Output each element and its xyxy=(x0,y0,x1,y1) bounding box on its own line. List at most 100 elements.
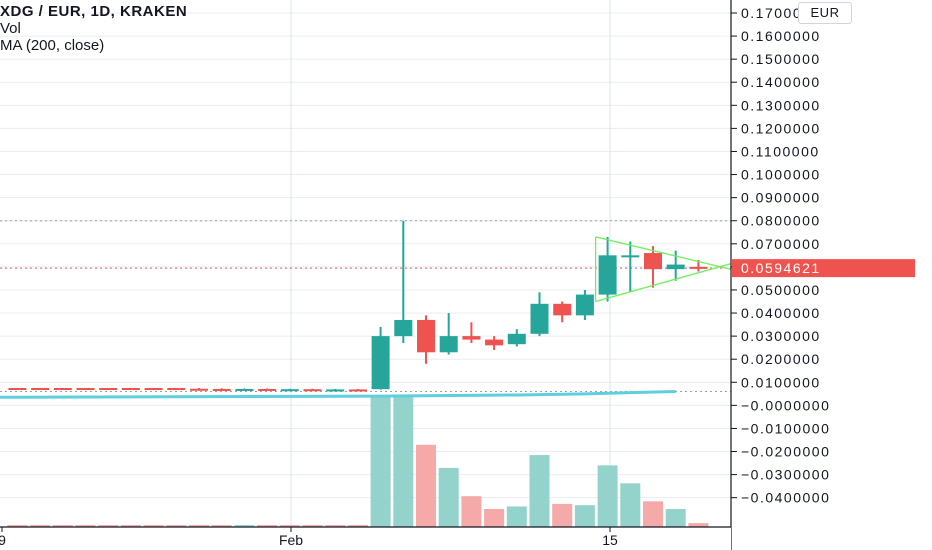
volume-bar xyxy=(506,506,527,527)
candle xyxy=(417,315,435,364)
price-tick-label: 0.1200000 xyxy=(741,120,821,136)
volume-bar xyxy=(529,455,550,527)
price-tick-label: 0.1100000 xyxy=(741,143,820,159)
last-price-tag-bg xyxy=(732,259,915,278)
candle-body xyxy=(394,319,413,337)
price-tick-label: −0.0000000 xyxy=(741,397,830,413)
candle xyxy=(235,388,254,391)
candle-body xyxy=(348,389,367,392)
candle xyxy=(258,388,277,391)
moving-average xyxy=(0,390,676,399)
symbol-title[interactable]: XDG / EUR, 1D, KRAKEN xyxy=(0,3,188,20)
volume-bar xyxy=(461,496,482,527)
candle-body xyxy=(439,336,458,353)
price-tick-label: 0.0800000 xyxy=(741,213,821,229)
price-tick-label: 0.0500000 xyxy=(741,282,821,298)
candle xyxy=(553,301,572,323)
volume-label[interactable]: Vol xyxy=(0,20,21,37)
volume-bar xyxy=(30,525,51,527)
last-price-tag: 0.0594621 xyxy=(732,259,915,278)
volume-bar xyxy=(234,525,255,527)
candle-body xyxy=(485,339,504,346)
volume-bar xyxy=(120,525,141,527)
volume-bar xyxy=(325,525,346,527)
price-tick-label: 0.1000000 xyxy=(741,167,821,183)
time-axis[interactable]: 9 Feb 15 xyxy=(0,526,731,550)
time-tick-label: Feb xyxy=(279,532,303,548)
price-tick-label: 0.1400000 xyxy=(741,74,821,90)
price-tick-label: −0.0100000 xyxy=(741,420,830,436)
candle xyxy=(485,336,504,350)
ma-label[interactable]: MA (200, close) xyxy=(0,37,105,54)
price-tick-label: 0.0100000 xyxy=(741,374,821,390)
last-price-tag-label: 0.0594621 xyxy=(741,260,821,276)
candle-body xyxy=(326,389,345,392)
volume-bar xyxy=(370,396,391,527)
candle xyxy=(439,313,458,355)
candle xyxy=(598,236,617,302)
volume-bar xyxy=(279,525,300,527)
candle xyxy=(621,241,640,293)
volume-bar xyxy=(189,525,209,527)
candle-body xyxy=(235,388,254,391)
price-tick-label: 0.1600000 xyxy=(741,28,821,44)
candle xyxy=(507,329,526,347)
candle-body xyxy=(666,264,685,270)
volume-bars xyxy=(7,396,709,527)
volume-bar xyxy=(52,525,73,527)
candle-body xyxy=(280,389,299,392)
candle-body xyxy=(507,333,526,345)
candle-body xyxy=(417,319,435,353)
candle xyxy=(462,322,481,344)
candle xyxy=(348,388,367,392)
volume-bar xyxy=(302,525,323,527)
ma-line xyxy=(0,390,676,399)
volume-bar xyxy=(211,525,232,527)
price-tick-label: 0.1300000 xyxy=(741,97,821,113)
price-tick-label: −0.0200000 xyxy=(741,444,830,460)
price-tick-label: 0.1500000 xyxy=(741,51,821,67)
volume-bar xyxy=(416,444,436,527)
price-level-lines xyxy=(0,220,731,393)
candle xyxy=(371,326,390,390)
candle-body xyxy=(621,255,640,258)
candle-body xyxy=(530,303,549,334)
currency-button[interactable]: EUR xyxy=(798,2,852,24)
candle xyxy=(280,388,299,392)
volume-bar xyxy=(75,525,96,527)
candle-body xyxy=(212,388,231,391)
time-axis-bg xyxy=(0,527,731,550)
volume-bar xyxy=(574,505,595,527)
volume-bar xyxy=(597,465,618,527)
candle-body xyxy=(689,266,708,269)
candle xyxy=(212,388,231,391)
volume-bar xyxy=(257,525,278,527)
volume-bar xyxy=(643,501,663,527)
candle-body xyxy=(553,303,572,316)
candle xyxy=(575,289,594,320)
grid xyxy=(0,0,731,527)
volume-bar xyxy=(665,509,686,527)
candle-body xyxy=(644,253,662,270)
candle-body xyxy=(371,336,390,390)
volume-bar xyxy=(484,509,505,527)
volume-bar xyxy=(143,525,164,527)
price-tick-label: 0.0300000 xyxy=(741,328,821,344)
chart-legend: XDG / EUR, 1D, KRAKEN Vol MA (200, close… xyxy=(0,3,187,54)
price-tick-label: 0.0900000 xyxy=(741,190,821,206)
candle-body xyxy=(190,388,208,391)
volume-bar xyxy=(98,525,119,527)
candle xyxy=(394,220,413,344)
candle-body xyxy=(462,336,481,340)
volume-bar xyxy=(393,396,414,527)
candle-body xyxy=(258,388,277,391)
candle-body xyxy=(575,294,594,316)
candle xyxy=(644,246,662,288)
price-tick-label: −0.0400000 xyxy=(741,490,830,506)
candle-body xyxy=(598,255,617,295)
volume-bar xyxy=(552,503,573,527)
volume-bar xyxy=(688,523,709,527)
candle xyxy=(190,388,208,391)
price-tick-label: 0.0700000 xyxy=(741,236,821,252)
